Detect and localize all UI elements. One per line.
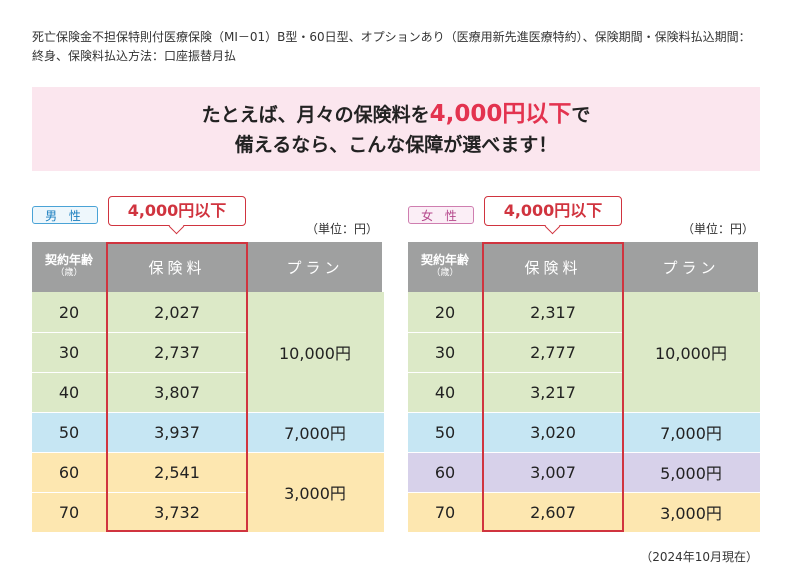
premium-cell: 2,027 xyxy=(106,292,248,332)
plan-cell: 3,000円 xyxy=(246,452,384,532)
age-cell: 70 xyxy=(408,492,482,532)
plan-divider xyxy=(246,452,384,453)
plan-cell: 7,000円 xyxy=(622,412,760,452)
premium-cell: 2,541 xyxy=(106,452,248,492)
premium-cell: 2,777 xyxy=(482,332,624,372)
headline-banner: たとえば、月々の保険料を4,000円以下で 備えるなら、こんな保障が選べます！ xyxy=(32,87,760,171)
row-divider xyxy=(408,372,624,373)
headline-text-post: で xyxy=(571,104,591,126)
row-divider xyxy=(408,412,624,413)
female-header-row: 契約年齢 （歳） 保険料 プラン xyxy=(408,242,758,292)
plan-cell: 10,000円 xyxy=(246,292,384,412)
as-of-date: （2024年10月現在） xyxy=(640,550,758,564)
row-divider xyxy=(408,332,624,333)
premium-header: 保険料 xyxy=(148,258,206,277)
male-unit-label: （単位：円） xyxy=(306,222,379,236)
insurance-conditions-note: 死亡保険金不担保特則付医療保険（MI－01）B型・60日型、オプションあり（医療… xyxy=(32,30,751,63)
plan-cell: 5,000円 xyxy=(622,452,760,492)
row-divider xyxy=(32,372,248,373)
premium-header: 保険料 xyxy=(524,258,582,277)
row-divider xyxy=(32,452,248,453)
plan-divider xyxy=(246,412,384,413)
plan-cell: 7,000円 xyxy=(246,412,384,452)
plan-cell: 3,000円 xyxy=(622,492,760,532)
male-header-row: 契約年齢 （歳） 保険料 プラン xyxy=(32,242,382,292)
age-cell: 70 xyxy=(32,492,106,532)
age-header-label: 契約年齢 xyxy=(420,253,469,267)
age-cell: 20 xyxy=(32,292,106,332)
age-header-unit: （歳） xyxy=(431,268,459,278)
premium-cell: 3,807 xyxy=(106,372,248,412)
age-cell: 20 xyxy=(408,292,482,332)
row-divider xyxy=(32,332,248,333)
headline-line-1: たとえば、月々の保険料を4,000円以下で xyxy=(32,99,760,130)
plan-header: プラン xyxy=(286,258,344,277)
female-premium-table: 契約年齢 （歳） 保険料 プラン 20 2,317 30 2,777 40 3,217 50 3,02… xyxy=(408,242,760,534)
premium-cell: 3,007 xyxy=(482,452,624,492)
age-header-label: 契約年齢 xyxy=(44,253,93,267)
female-label: 女 性 xyxy=(408,206,474,224)
row-divider xyxy=(408,452,624,453)
male-premium-table: 契約年齢 （歳） 保険料 プラン 20 2,027 30 2,737 40 3,807 50 3,93… xyxy=(32,242,384,534)
row-divider xyxy=(32,412,248,413)
age-cell: 60 xyxy=(32,452,106,492)
plan-cell: 10,000円 xyxy=(622,292,760,412)
age-cell: 60 xyxy=(408,452,482,492)
premium-cell: 2,737 xyxy=(106,332,248,372)
headline-line-2: 備えるなら、こんな保障が選べます！ xyxy=(234,134,558,156)
premium-cell: 3,020 xyxy=(482,412,624,452)
male-label: 男 性 xyxy=(32,206,98,224)
premium-cell: 2,317 xyxy=(482,292,624,332)
row-divider xyxy=(408,492,624,493)
age-header-unit: （歳） xyxy=(55,268,83,278)
row-divider xyxy=(32,492,248,493)
age-cell: 50 xyxy=(408,412,482,452)
plan-divider xyxy=(622,452,760,453)
age-cell: 30 xyxy=(408,332,482,372)
headline-text-pre: たとえば、月々の保険料を xyxy=(201,104,430,126)
age-cell: 40 xyxy=(408,372,482,412)
premium-cell: 2,607 xyxy=(482,492,624,532)
age-header: 契約年齢 （歳） xyxy=(32,242,106,292)
premium-cell: 3,732 xyxy=(106,492,248,532)
age-cell: 40 xyxy=(32,372,106,412)
premium-cell: 3,937 xyxy=(106,412,248,452)
age-cell: 30 xyxy=(32,332,106,372)
female-unit-label: （単位：円） xyxy=(682,222,755,236)
premium-cell: 3,217 xyxy=(482,372,624,412)
age-header: 契約年齢 （歳） xyxy=(408,242,482,292)
plan-header: プラン xyxy=(662,258,720,277)
plan-divider xyxy=(622,412,760,413)
plan-divider xyxy=(622,492,760,493)
age-cell: 50 xyxy=(32,412,106,452)
headline-highlight: 4,000円以下 xyxy=(429,101,572,127)
